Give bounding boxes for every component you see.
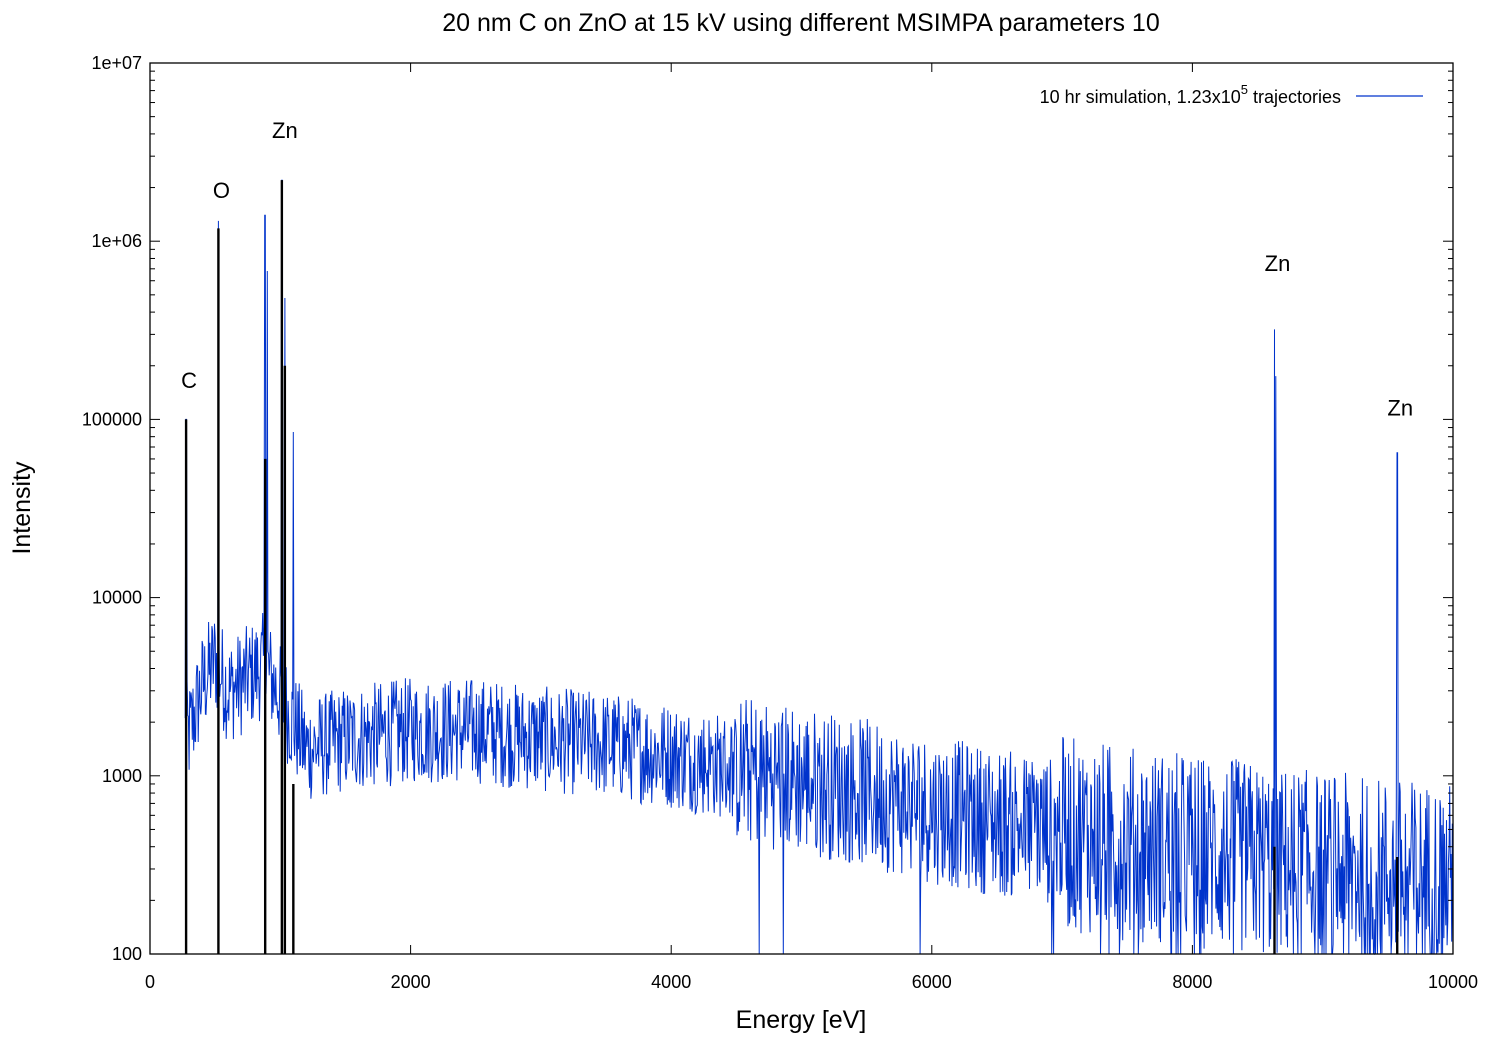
x-tick-label: 6000: [912, 972, 952, 992]
marker-layer: [184, 180, 1399, 954]
y-tick-label: 10000: [92, 588, 142, 608]
x-tick-label: 10000: [1428, 972, 1478, 992]
x-tick-label: 0: [145, 972, 155, 992]
y-tick-label: 1e+06: [91, 231, 142, 251]
y-tick-label: 100: [112, 944, 142, 964]
legend-label-main: 10 hr simulation, 1.23x10: [1040, 87, 1241, 107]
annotation-layer: C O Zn Zn Zn: [181, 118, 1413, 421]
element-annotation: C: [181, 368, 197, 393]
x-axis-label: Energy [eV]: [736, 1006, 867, 1034]
element-annotation: Zn: [1387, 396, 1413, 421]
x-axis-ticks: 0 2000 4000 6000 8000 10000: [145, 63, 1478, 992]
y-tick-label: 1e+07: [91, 53, 142, 73]
chart-title: 20 nm C on ZnO at 15 kV using different …: [442, 9, 1159, 37]
element-annotation: Zn: [272, 118, 298, 143]
x-tick-label: 4000: [651, 972, 691, 992]
series-line: [184, 179, 1454, 956]
plot-area: C O Zn Zn Zn: [181, 118, 1454, 956]
plot-frame: [149, 62, 1454, 955]
legend-label: 10 hr simulation, 1.23x105 trajectories: [1040, 82, 1341, 107]
x-tick-label: 8000: [1172, 972, 1212, 992]
series-layer: [184, 179, 1454, 956]
element-annotation: O: [213, 178, 230, 203]
legend-label-superscript: 5: [1241, 82, 1248, 97]
legend: 10 hr simulation, 1.23x105 trajectories: [1040, 82, 1423, 107]
y-axis-label: Intensity: [8, 461, 36, 555]
x-tick-label: 2000: [391, 972, 431, 992]
element-annotation: Zn: [1265, 251, 1291, 276]
y-tick-label: 1000: [102, 766, 142, 786]
y-axis-ticks: 100 1000 10000 100000 1e+06 1e+07: [82, 53, 1453, 964]
legend-label-suffix: trajectories: [1248, 87, 1341, 107]
y-tick-label: 100000: [82, 409, 142, 429]
